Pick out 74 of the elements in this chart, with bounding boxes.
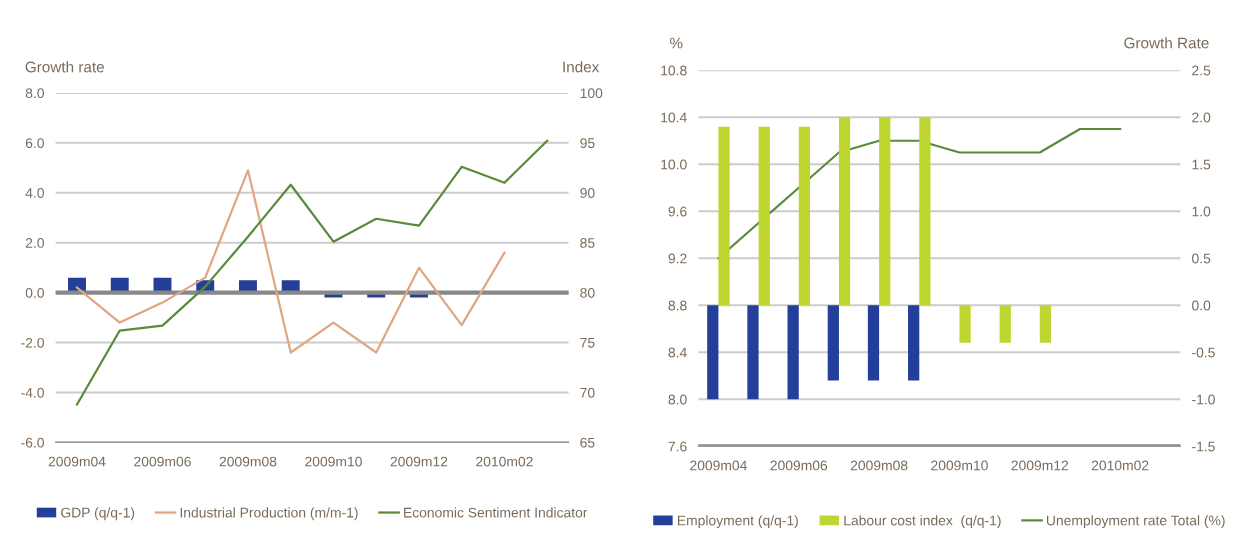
bar [787, 305, 799, 400]
y2-tick-label: -0.5 [1192, 347, 1215, 358]
y-tick-label: 8.0 [25, 88, 44, 99]
line-series [717, 127, 1122, 260]
y-tick-label: 9.6 [668, 206, 687, 217]
y-tick-label: 10.4 [661, 112, 687, 123]
y-tick-label: 7.6 [668, 441, 687, 452]
y-tick-label: 0.0 [25, 287, 44, 298]
line-series [75, 139, 549, 406]
bar [838, 117, 851, 306]
y2-tick-label: 90 [580, 188, 595, 198]
y-tick-label: 8.4 [668, 347, 687, 358]
y2-tick-label: -1.0 [1192, 394, 1215, 405]
x-tick-label: 2009m08 [219, 456, 277, 467]
y2-tick-label: 2.5 [1192, 65, 1211, 76]
y-tick-label: 2.0 [25, 238, 44, 248]
x-tick-label: 2009m12 [1011, 460, 1069, 471]
y-tick-label: 9.2 [668, 253, 687, 264]
y-tick-label: 10.8 [661, 65, 687, 76]
bar [827, 305, 839, 381]
y2-tick-label: 0.0 [1192, 300, 1211, 311]
y2-tick-label: 1.5 [1192, 159, 1211, 170]
bar [707, 305, 719, 400]
x-tick-label: 2009m06 [770, 460, 828, 471]
bar [999, 305, 1011, 343]
y2-tick-label: 100 [580, 88, 603, 99]
y2-tick-label: 95 [580, 138, 595, 148]
legend-label: Economic Sentiment Indicator [404, 507, 588, 518]
y-tick-label: 8.0 [668, 394, 687, 405]
line-series [75, 169, 506, 354]
x-tick-label: 2009m10 [931, 460, 988, 471]
legend-label: Employment (q/q-1) [677, 515, 798, 529]
x-tick-label: 2010m02 [476, 456, 533, 467]
y2-tick-label: 70 [580, 387, 595, 398]
bar [758, 126, 770, 306]
bar [1039, 305, 1052, 343]
bar [867, 305, 880, 381]
y2-tick-label: 1.0 [1192, 206, 1211, 217]
x-tick-label: 2009m12 [390, 456, 448, 467]
bar [747, 305, 759, 400]
x-tick-label: 2010m02 [1091, 460, 1149, 471]
x-tick-label: 2009m04 [690, 460, 747, 471]
legend-label: Unemployment rate Total (%) [1046, 515, 1225, 529]
y2-tick-label: 0.5 [1192, 253, 1211, 264]
legend-label: GDP (q/q-1) [61, 507, 135, 521]
y2-axis-title: Index [563, 61, 600, 73]
bar [879, 117, 891, 306]
bar [718, 126, 730, 306]
x-tick-label: 2009m06 [134, 456, 191, 467]
y-tick-label: -6.0 [21, 437, 44, 448]
bar [908, 305, 920, 381]
legend-label: Labour cost index (q/q-1) [844, 515, 1001, 529]
y-tick-label: 4.0 [25, 188, 44, 198]
bar [959, 305, 971, 343]
y-axis-title: Growth rate [25, 61, 104, 73]
y2-tick-label: 2.0 [1192, 112, 1211, 123]
y2-tick-label: -1.5 [1192, 441, 1215, 452]
x-tick-label: 2009m04 [48, 456, 106, 467]
y2-axis-title: Growth Rate [1124, 37, 1209, 49]
y-axis-title: % [669, 37, 683, 49]
legend-label: Industrial Production (m/m-1) [180, 507, 358, 521]
bar [798, 126, 811, 306]
y-tick-label: 10.0 [661, 159, 687, 170]
x-tick-label: 2009m08 [850, 460, 908, 471]
y-tick-label: 6.0 [25, 138, 44, 148]
y2-tick-label: 65 [580, 437, 595, 448]
y2-tick-label: 75 [580, 338, 595, 348]
y2-tick-label: 85 [580, 238, 595, 248]
bar [919, 117, 931, 306]
x-tick-label: 2009m10 [305, 456, 362, 467]
y-tick-label: -2.0 [21, 337, 44, 348]
y-tick-label: 8.8 [668, 300, 687, 311]
y2-tick-label: 80 [580, 287, 595, 298]
y-tick-label: -4.0 [21, 387, 44, 398]
